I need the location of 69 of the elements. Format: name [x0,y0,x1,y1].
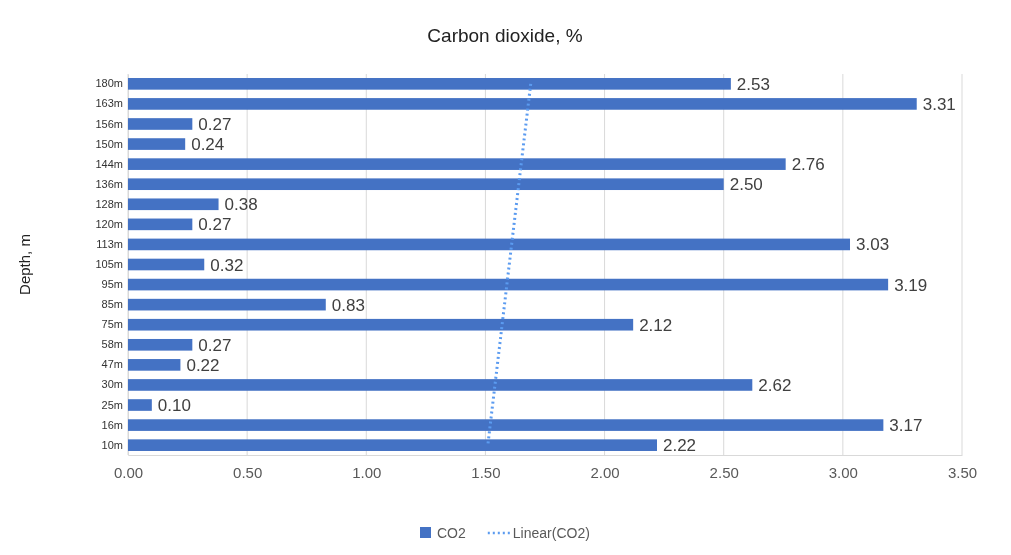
y-tick-label: 144m [95,157,123,170]
bar [128,338,193,351]
bar [128,379,753,391]
y-tick-label: 128m [95,197,123,210]
x-tick-label: 0.00 [113,463,144,481]
bar [128,78,731,90]
x-tick-label: 2.50 [709,463,739,481]
bar [128,158,786,170]
x-tick-label: 1.50 [471,463,501,481]
bar [128,238,851,251]
y-tick-label: 163m [95,97,123,110]
legend-label: Linear(CO2) [512,525,590,541]
y-tick-label: 113m [96,237,123,250]
bar [128,298,326,311]
chart-title: Carbon dioxide, % [427,25,583,46]
data-label: 2.22 [662,436,697,456]
data-label: 3.03 [856,235,890,255]
data-label: 3.19 [894,275,928,295]
data-label: 0.27 [198,215,232,235]
y-tick-label: 85m [101,298,123,311]
data-label: 3.31 [922,94,956,114]
bar [128,278,889,291]
bar [128,419,884,431]
legend-label: CO2 [437,525,466,541]
y-tick-label: 95m [101,278,123,291]
y-tick-label: 25m [101,398,123,411]
data-label: 0.27 [198,335,232,355]
bar [128,258,205,271]
bar [128,98,917,110]
bar [128,318,634,331]
y-tick-label: 47m [101,358,123,371]
bar [128,399,152,411]
x-tick-label: 3.00 [828,463,858,481]
x-tick-label: 3.50 [947,463,978,481]
data-label: 0.10 [157,396,191,416]
bar [128,118,193,130]
data-label: 0.24 [191,135,225,155]
bar [128,198,219,211]
data-label: 0.83 [331,295,365,315]
data-label: 2.76 [791,155,825,175]
bar [128,218,193,231]
x-tick-label: 0.50 [233,463,263,481]
y-tick-label: 58m [101,338,123,351]
y-tick-label: 16m [101,418,123,431]
x-tick-label: 1.00 [352,463,382,481]
y-tick-label: 156m [95,117,123,130]
data-label: 0.32 [210,255,244,275]
data-label: 2.50 [729,175,763,195]
y-tick-label: 30m [101,378,123,391]
data-label: 0.38 [224,195,258,215]
y-tick-label: 105m [95,258,123,271]
y-tick-label: 150m [95,137,123,150]
data-label: 2.12 [639,315,673,335]
data-label: 3.17 [889,416,923,436]
data-label: 2.53 [736,74,770,94]
bar [128,178,724,191]
data-label: 2.62 [758,375,792,395]
data-label: 0.27 [198,114,232,134]
y-tick-label: 136m [95,177,123,190]
bar [128,439,657,451]
y-tick-label: 75m [101,318,123,331]
y-axis-title: Depth, m [16,234,33,295]
bar [128,359,181,371]
x-tick-label: 2.00 [590,463,620,481]
y-tick-label: 180m [95,77,123,90]
data-label: 0.22 [186,355,220,375]
y-tick-label: 10m [101,438,123,451]
bar [128,138,186,150]
y-tick-label: 120m [95,217,123,230]
